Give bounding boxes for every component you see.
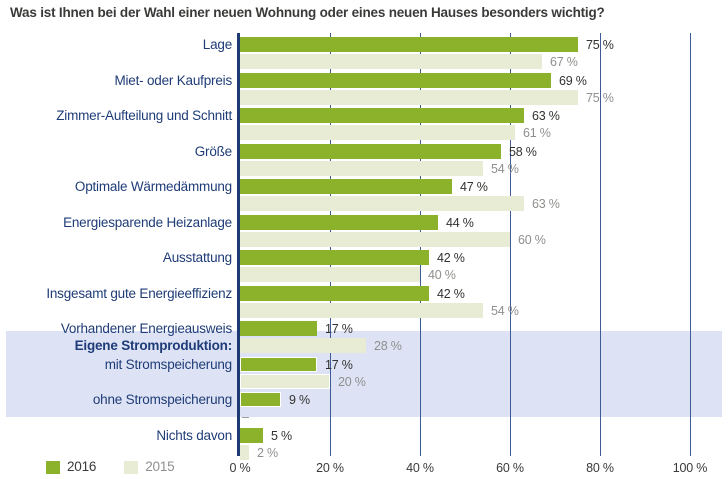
bar-2015 (240, 161, 483, 176)
category-label: mit Stromspeicherung (104, 357, 233, 372)
axis-tick-label: 100 % (672, 461, 708, 475)
chart-title: Was ist Ihnen bei der Wahl einer neuen W… (10, 5, 605, 20)
category-label: Nichts davon (156, 428, 232, 443)
axis-tick-label: 40 % (406, 461, 434, 475)
bar-2016 (240, 144, 501, 159)
bar-2015 (240, 374, 330, 389)
axis-tick-label: 60 % (496, 461, 524, 475)
legend-swatch-2016 (46, 460, 60, 474)
value-label-2016: 58 % (509, 145, 537, 159)
bar-2015 (240, 303, 483, 318)
value-label-2015: 60 % (518, 233, 546, 247)
bar-2015 (240, 196, 524, 211)
bar-2015 (240, 232, 510, 247)
axis-tick-label: 0 % (229, 461, 251, 475)
legend-label-2015: 2015 (145, 459, 175, 474)
bar-2015 (240, 445, 249, 460)
value-label-2016: 9 % (289, 393, 310, 407)
legend: 2016 2015 (46, 459, 175, 474)
bar-2015 (240, 338, 366, 353)
legend-label-2016: 2016 (67, 459, 97, 474)
bar-2016 (240, 215, 438, 230)
value-label-2015: 75 % (586, 91, 614, 105)
bar-2016 (240, 428, 263, 443)
bar-2016 (240, 392, 281, 407)
bar-2015 (240, 90, 578, 105)
value-label-2015: 20 % (338, 375, 366, 389)
bar-2016 (240, 179, 452, 194)
value-label-2015: 40 % (428, 268, 456, 282)
legend-swatch-2015 (124, 460, 139, 474)
value-label-2016: 44 % (446, 216, 474, 230)
y-axis-line (237, 33, 240, 456)
value-label-2015: 61 % (523, 126, 551, 140)
value-label-2016: 63 % (532, 109, 560, 123)
value-label-2015: 54 % (491, 162, 519, 176)
axis-tick-label: 20 % (316, 461, 344, 475)
bar-2015 (240, 54, 542, 69)
gridline (690, 33, 691, 456)
value-label-2016: 17 % (325, 322, 353, 336)
category-label: Energiesparende Heizanlage (63, 215, 232, 230)
gridline (510, 33, 511, 456)
value-label-2015-missing: – (242, 410, 249, 424)
bar-2016 (240, 286, 429, 301)
value-label-2016: 42 % (437, 251, 465, 265)
category-group-header: Eigene Stromproduktion: (74, 338, 233, 353)
bar-2016 (240, 37, 578, 52)
category-label: Lage (202, 37, 232, 52)
axis-tick-label: 80 % (586, 461, 614, 475)
category-label: ohne Stromspeicherung (92, 392, 232, 407)
category-label: Zimmer-Aufteilung und Schnitt (56, 108, 232, 123)
value-label-2016: 69 % (559, 74, 587, 88)
value-label-2016: 75 % (586, 38, 614, 52)
gridline (600, 33, 601, 456)
category-label: Insgesamt gute Energieeffizienz (46, 286, 232, 301)
bar-2016 (240, 73, 551, 88)
value-label-2015: 28 % (374, 339, 402, 353)
bar-2016 (240, 250, 429, 265)
value-label-2016: 17 % (325, 358, 353, 372)
bar-2016 (240, 357, 317, 372)
value-label-2015: 54 % (491, 304, 519, 318)
category-label: Miet- oder Kaufpreis (114, 73, 232, 88)
bar-2015 (240, 125, 515, 140)
value-label-2015: 67 % (550, 55, 578, 69)
category-label: Größe (194, 144, 232, 159)
category-label: Vorhandener Energieausweis (60, 321, 232, 336)
bar-2016 (240, 321, 317, 336)
category-label: Optimale Wärmedämmung (74, 179, 232, 194)
value-label-2015: 63 % (532, 197, 560, 211)
value-label-2015: 2 % (257, 446, 278, 460)
value-label-2016: 42 % (437, 287, 465, 301)
value-label-2016: 47 % (460, 180, 488, 194)
category-label: Ausstattung (162, 250, 232, 265)
value-label-2016: 5 % (271, 429, 292, 443)
bar-2016 (240, 108, 524, 123)
bar-2015 (240, 267, 420, 282)
